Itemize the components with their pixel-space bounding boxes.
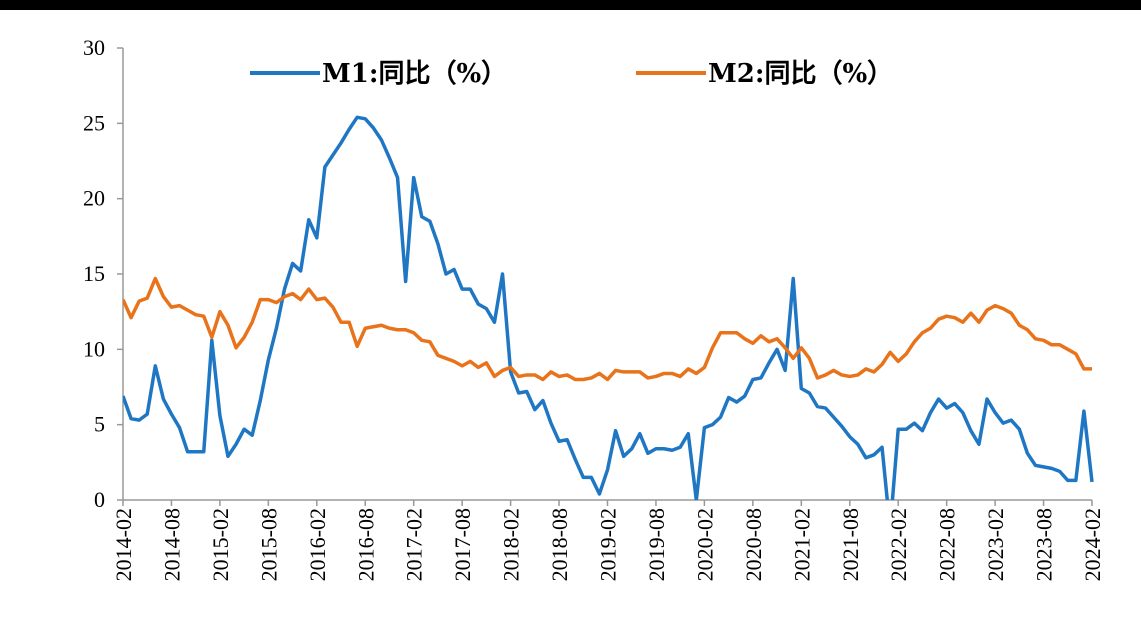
x-tick-label: 2017-08 — [450, 508, 475, 581]
legend-label: M2:同比（%） — [708, 59, 893, 89]
x-tick-label: 2022-08 — [935, 508, 960, 581]
x-tick-label: 2021-08 — [838, 508, 863, 581]
x-tick-label: 2015-02 — [208, 508, 233, 581]
y-tick-label: 10 — [83, 336, 105, 361]
x-tick-label: 2019-08 — [644, 508, 669, 581]
x-tick-label: 2020-08 — [741, 508, 766, 581]
y-tick-label: 20 — [83, 186, 105, 211]
x-tick-label: 2015-08 — [256, 508, 281, 581]
x-tick-label: 2014-02 — [111, 508, 136, 581]
x-tick-label: 2020-02 — [692, 508, 717, 581]
series-line — [123, 276, 1092, 382]
x-tick-label: 2017-02 — [402, 508, 427, 581]
x-tick-label: 2019-02 — [596, 508, 621, 581]
x-tick-label: 2018-08 — [547, 508, 572, 581]
x-tick-label: 2021-02 — [789, 508, 814, 581]
x-tick-label: 2016-02 — [305, 508, 330, 581]
x-tick-label: 2014-08 — [159, 508, 184, 581]
y-tick-label: 15 — [83, 261, 105, 286]
x-tick-label: 2023-02 — [983, 508, 1008, 581]
x-tick-label: 2023-08 — [1032, 508, 1057, 581]
y-tick-label: 5 — [94, 412, 105, 437]
y-tick-label: 25 — [83, 110, 105, 135]
x-tick-label: 2024-02 — [1080, 508, 1105, 581]
x-tick-label: 2016-08 — [353, 508, 378, 581]
y-tick-label: 30 — [83, 35, 105, 60]
x-tick-label: 2018-02 — [499, 508, 524, 581]
x-tick-label: 2022-02 — [886, 508, 911, 581]
legend-label: M1:同比（%） — [322, 59, 507, 89]
header-bar — [0, 0, 1141, 10]
series-line — [123, 115, 1094, 500]
y-tick-label: 0 — [94, 487, 105, 512]
